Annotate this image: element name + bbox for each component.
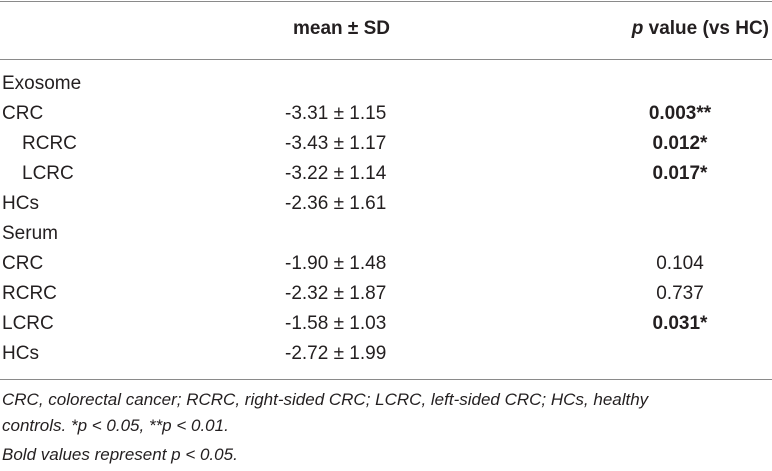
table-row: Serum: [0, 220, 772, 250]
table-row: Exosome: [0, 70, 772, 100]
row-p-value: 0.003**: [648, 103, 712, 124]
row-p-value: 0.017*: [652, 163, 708, 184]
row-p-value: 0.104: [656, 253, 704, 274]
row-label: CRC: [2, 253, 44, 274]
header-p-italic: p: [631, 18, 644, 39]
footnote-line-2: controls. *p < 0.05, **p < 0.01.: [2, 416, 229, 435]
table-row: HCs -2.36 ± 1.61: [0, 190, 772, 220]
table-header: mean ± SD p value (vs HC): [0, 0, 772, 60]
row-label: RCRC: [22, 133, 77, 154]
row-mean-sd: -3.43 ± 1.17: [285, 133, 387, 154]
row-mean-sd: -1.58 ± 1.03: [285, 313, 387, 334]
header-p-value: p value (vs HC): [632, 18, 769, 40]
table-row: CRC -1.90 ± 1.48 0.104: [0, 250, 772, 280]
row-mean-sd: -2.36 ± 1.61: [285, 193, 387, 214]
row-label: RCRC: [2, 283, 57, 304]
row-p-value: 0.737: [656, 283, 704, 304]
row-mean-sd: -3.22 ± 1.14: [285, 163, 387, 184]
table-row: CRC -3.31 ± 1.15 0.003**: [0, 100, 772, 130]
table-row: RCRC -3.43 ± 1.17 0.012*: [0, 130, 772, 160]
row-label: LCRC: [2, 313, 54, 334]
row-label: HCs: [2, 193, 39, 214]
row-mean-sd: -3.31 ± 1.15: [285, 103, 387, 124]
row-label: LCRC: [22, 163, 74, 184]
footnote-line-3: Bold values represent p < 0.05.: [2, 445, 238, 464]
table-row: LCRC -3.22 ± 1.14 0.017*: [0, 160, 772, 190]
header-p-rest: value (vs HC): [643, 18, 769, 39]
table-row: LCRC -1.58 ± 1.03 0.031*: [0, 310, 772, 340]
top-rule: [0, 1, 772, 2]
row-label: Exosome: [2, 73, 82, 94]
row-label: HCs: [2, 343, 39, 364]
row-label: CRC: [2, 103, 44, 124]
header-rule: [0, 59, 772, 60]
footnote-line-1: CRC, colorectal cancer; RCRC, right-side…: [2, 390, 649, 409]
table-row: HCs -2.72 ± 1.99: [0, 340, 772, 370]
row-p-value: 0.031*: [652, 313, 708, 334]
row-mean-sd: -1.90 ± 1.48: [285, 253, 387, 274]
bottom-rule: [0, 379, 772, 380]
row-p-value: 0.012*: [652, 133, 708, 154]
header-mean-sd: mean ± SD: [293, 18, 391, 39]
row-label: Serum: [2, 223, 58, 244]
table-row: RCRC -2.32 ± 1.87 0.737: [0, 280, 772, 310]
row-mean-sd: -2.72 ± 1.99: [285, 343, 387, 364]
row-mean-sd: -2.32 ± 1.87: [285, 283, 387, 304]
